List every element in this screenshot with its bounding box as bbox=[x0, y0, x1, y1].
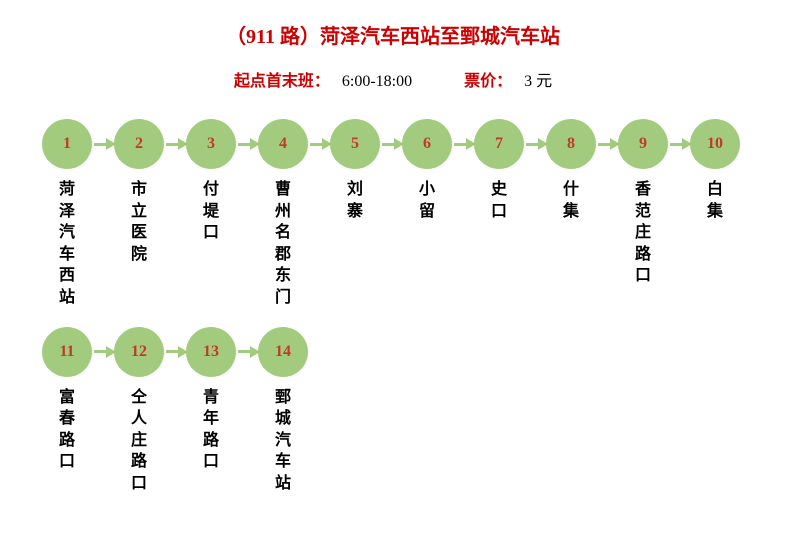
stop-row: 1 菏泽汽车西站 2 市立医院 3 付堤口 4 曹州名郡东门 5 刘寨 6 小留 7 史口 8 什集 9 香范庄路… bbox=[30, 119, 756, 309]
fare-value: 3 元 bbox=[524, 73, 552, 90]
arrow-icon bbox=[524, 119, 546, 169]
stop-circle: 12 bbox=[114, 327, 164, 377]
stop: 9 香范庄路口 bbox=[618, 119, 668, 287]
stop: 6 小留 bbox=[402, 119, 452, 222]
arrow-icon bbox=[236, 119, 258, 169]
stop-label: 青年路口 bbox=[203, 387, 219, 473]
fare-label: 票价： bbox=[464, 73, 512, 90]
stop-circle: 2 bbox=[114, 119, 164, 169]
stop-circle: 7 bbox=[474, 119, 524, 169]
arrow-icon bbox=[164, 119, 186, 169]
arrow-icon bbox=[308, 119, 330, 169]
stop: 4 曹州名郡东门 bbox=[258, 119, 308, 309]
stop: 11 富春路口 bbox=[42, 327, 92, 473]
stop: 2 市立医院 bbox=[114, 119, 164, 265]
arrow-icon bbox=[92, 327, 114, 377]
stop-circle: 11 bbox=[42, 327, 92, 377]
stop-row: 11 富春路口 12 仝人庄路口 13 青年路口 14 鄄城汽车站 bbox=[30, 327, 756, 495]
arrow-icon bbox=[236, 327, 258, 377]
stop: 1 菏泽汽车西站 bbox=[42, 119, 92, 309]
stop-label: 菏泽汽车西站 bbox=[59, 179, 75, 309]
stop: 5 刘寨 bbox=[330, 119, 380, 222]
arrow-icon bbox=[668, 119, 690, 169]
stop: 12 仝人庄路口 bbox=[114, 327, 164, 495]
stop-label: 富春路口 bbox=[59, 387, 75, 473]
arrow-icon bbox=[92, 119, 114, 169]
stop-label: 香范庄路口 bbox=[635, 179, 651, 287]
stop-label: 仝人庄路口 bbox=[131, 387, 147, 495]
schedule-value: 6:00-18:00 bbox=[342, 73, 412, 90]
stop: 3 付堤口 bbox=[186, 119, 236, 244]
stop-label: 刘寨 bbox=[347, 179, 363, 222]
stop-label: 曹州名郡东门 bbox=[275, 179, 291, 309]
stop-circle: 8 bbox=[546, 119, 596, 169]
arrow-icon bbox=[380, 119, 402, 169]
stop: 8 什集 bbox=[546, 119, 596, 222]
stop-label: 市立医院 bbox=[131, 179, 147, 265]
stop-circle: 5 bbox=[330, 119, 380, 169]
stop-label: 史口 bbox=[491, 179, 507, 222]
stop-label: 鄄城汽车站 bbox=[275, 387, 291, 495]
page-title: （911 路）菏泽汽车西站至鄄城汽车站 bbox=[30, 20, 756, 49]
arrow-icon bbox=[452, 119, 474, 169]
stop-circle: 9 bbox=[618, 119, 668, 169]
stop: 7 史口 bbox=[474, 119, 524, 222]
route-diagram: 1 菏泽汽车西站 2 市立医院 3 付堤口 4 曹州名郡东门 5 刘寨 6 小留 7 史口 8 什集 9 香范庄路… bbox=[30, 119, 756, 495]
stop-label: 小留 bbox=[419, 179, 435, 222]
schedule-label: 起点首末班： bbox=[234, 73, 330, 90]
stop-circle: 1 bbox=[42, 119, 92, 169]
stop-label: 付堤口 bbox=[203, 179, 219, 244]
route-info: 起点首末班： 6:00-18:00 票价： 3 元 bbox=[30, 67, 756, 91]
arrow-icon bbox=[164, 327, 186, 377]
stop: 13 青年路口 bbox=[186, 327, 236, 473]
stop: 14 鄄城汽车站 bbox=[258, 327, 308, 495]
stop-circle: 10 bbox=[690, 119, 740, 169]
stop-circle: 13 bbox=[186, 327, 236, 377]
stop-circle: 4 bbox=[258, 119, 308, 169]
stop-label: 什集 bbox=[563, 179, 579, 222]
stop: 10 白集 bbox=[690, 119, 740, 222]
stop-label: 白集 bbox=[707, 179, 723, 222]
stop-circle: 6 bbox=[402, 119, 452, 169]
stop-circle: 3 bbox=[186, 119, 236, 169]
stop-circle: 14 bbox=[258, 327, 308, 377]
arrow-icon bbox=[596, 119, 618, 169]
